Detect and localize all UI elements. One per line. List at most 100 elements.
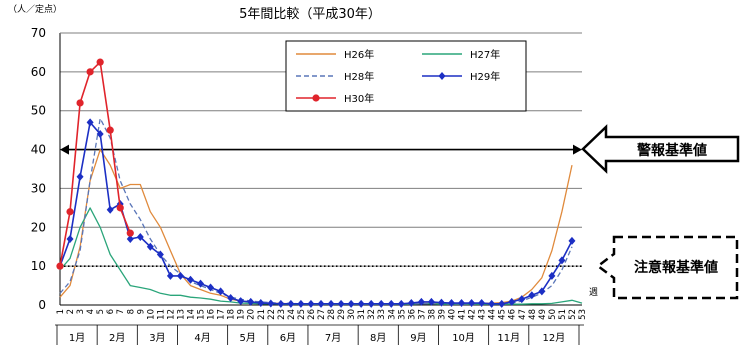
series-group [56,58,583,308]
x-tick-label: 7 [116,309,126,314]
data-point [518,295,526,304]
data-point [197,279,205,288]
data-point [568,236,576,245]
month-label: 3月 [149,332,165,344]
x-tick-label: 3 [76,309,86,314]
x-tick-label: 12 [166,309,176,320]
data-point [187,275,194,284]
data-point [478,299,486,308]
data-point [347,299,355,308]
y-tick-label: 10 [31,259,46,273]
data-point [548,271,556,280]
month-label: 9月 [410,332,426,344]
x-tick-label: 51 [558,309,568,320]
x-tick-label: 48 [528,309,538,320]
data-point [558,256,566,265]
month-label: 1月 [69,332,85,344]
x-tick-label: 33 [377,309,387,320]
legend-label: H29年 [470,70,500,83]
x-tick-label: 4 [86,309,96,314]
month-label: 11月 [497,332,520,344]
data-point [207,283,215,292]
data-point [106,126,114,134]
data-point [538,287,546,296]
data-point [327,299,335,308]
x-tick-label: 17 [217,309,227,320]
data-point [458,299,466,308]
x-tick-label: 49 [538,309,548,320]
x-tick-label: 14 [187,309,197,320]
data-point [377,299,385,308]
legend-marker [438,72,446,80]
data-point [146,242,154,251]
month-label: 12月 [543,332,566,344]
x-tick-label: 34 [387,309,397,320]
data-point [176,271,184,280]
x-tick-label: 32 [367,309,377,320]
x-tick-label: 36 [407,309,417,320]
x-tick-label: 52 [568,309,578,320]
x-tick-label: 45 [498,309,508,320]
month-label: 6月 [280,332,296,344]
x-tick-label: 39 [437,309,447,320]
advisory-callout-label: 注意報基準値 [634,259,718,276]
x-tick-label: 1 [56,309,66,314]
y-tick-label: 20 [31,220,46,234]
data-point [498,299,506,308]
data-point [96,58,104,66]
data-point [126,229,134,237]
data-point [247,297,255,306]
y-tick-label: 70 [31,26,46,40]
warning-callout-label: 警報基準値 [637,142,707,159]
x-tick-label: 23 [277,309,287,320]
month-label: 10月 [452,332,475,344]
data-point [337,299,345,308]
x-tick-label: 15 [197,309,207,320]
x-tick-label: 20 [247,309,257,320]
data-point [76,99,84,107]
data-point [277,299,285,308]
y-tick-label: 50 [31,104,46,118]
data-point [307,299,315,308]
data-point [297,299,305,308]
y-tick-label: 0 [38,298,46,312]
data-point [86,68,94,76]
legend-label: H30年 [344,92,374,105]
data-point [56,262,64,270]
legend-label: H28年 [344,70,374,83]
x-tick-label: 21 [257,309,267,320]
x-tick-label: 40 [448,309,458,320]
x-tick-label: 13 [176,309,186,320]
data-point [227,294,235,303]
data-point [166,271,174,280]
data-point [287,299,295,308]
data-point [528,291,536,300]
x-tick-label: 38 [427,309,437,320]
data-point [437,298,445,307]
threshold-arrowhead-left [60,144,69,155]
x-tick-label: 2 [66,309,76,314]
series-line [59,207,583,305]
data-point [387,299,395,308]
x-tick-label: 53 [578,309,588,320]
data-point [367,299,375,308]
data-point [257,299,265,308]
y-tick-label: 60 [31,65,46,79]
advisory-callout-box [595,235,739,300]
legend: H26年 H27年 H28年 H29年 H30年 [285,40,527,112]
legend-label: H26年 [344,48,374,61]
x-tick-label: 29 [337,309,347,320]
x-tick-label: 31 [357,309,367,320]
x-tick-label: 5 [96,309,106,314]
x-tick-label: 28 [327,309,337,320]
month-label: 2月 [109,332,125,344]
data-point [397,299,405,308]
x-tick-labels: 1 2 3 4 5 6 7 8 9 10 11 12 13 14 15 16 17 18 19 20 21 22 23 24 2… [56,309,588,320]
x-tick-label: 25 [297,309,307,320]
legend-label: H27年 [470,48,500,61]
series-line [59,117,573,305]
data-point [86,118,94,127]
series-4 [56,58,134,270]
